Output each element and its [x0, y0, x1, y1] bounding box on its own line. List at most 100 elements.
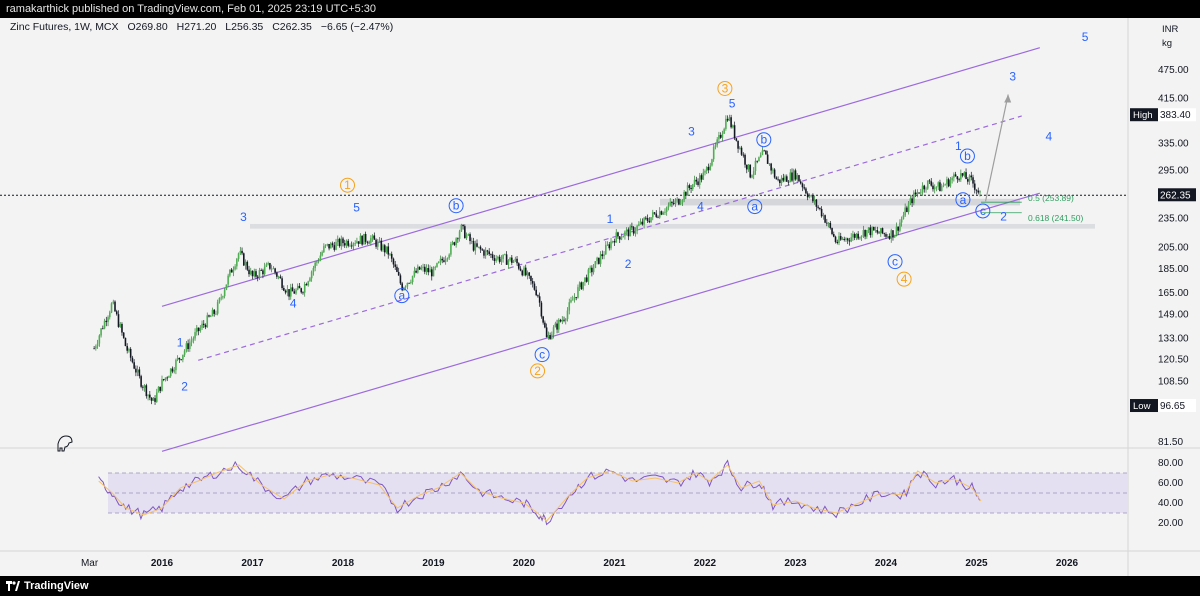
candle-body: [262, 270, 264, 275]
wave-label: 4: [901, 272, 908, 286]
candle-body: [754, 160, 757, 171]
candle-body: [932, 185, 934, 190]
candle-body: [638, 224, 640, 226]
candle-body: [881, 228, 884, 234]
candle-body: [464, 226, 466, 239]
candle-body: [832, 234, 835, 237]
candle-body: [817, 206, 819, 208]
candle-body: [620, 237, 623, 240]
candle-body: [122, 332, 125, 338]
rsi-ma-line: [98, 464, 982, 522]
candle-body: [143, 385, 146, 388]
candle-body: [756, 160, 759, 162]
candle-body: [451, 242, 454, 245]
candle-body: [714, 145, 717, 147]
candle-body: [321, 252, 323, 256]
candle-body: [660, 211, 663, 215]
candle-body: [657, 216, 659, 218]
candle-body: [168, 376, 170, 378]
candle-body: [189, 342, 191, 350]
candle-body: [705, 166, 708, 171]
candle-body: [364, 233, 367, 242]
rsi-tick-label: 40.00: [1158, 498, 1183, 509]
candle-body: [893, 235, 896, 238]
candle-body: [594, 261, 597, 268]
candle-body: [906, 207, 908, 212]
candle-body: [852, 234, 854, 238]
candle-body: [979, 190, 981, 193]
price-tick-label: 475.00: [1158, 65, 1189, 76]
candle-body: [796, 175, 799, 180]
wave-label-circle: [394, 288, 410, 304]
publisher-bar: ramakarthick published on TradingView.co…: [0, 0, 1200, 18]
candle-body: [973, 183, 976, 190]
candle-body: [183, 350, 186, 355]
candle-body: [126, 346, 128, 351]
legend-low: L256.35: [225, 21, 264, 33]
candle-body: [161, 379, 163, 391]
candle-body: [629, 226, 631, 237]
price-unit-bottom: kg: [1162, 38, 1172, 49]
price-tick-label: 81.50: [1158, 437, 1183, 448]
candle-body: [517, 263, 520, 269]
candle-body: [674, 200, 677, 204]
high-tag-value-bg: [1158, 108, 1196, 122]
candle-body: [232, 269, 235, 273]
candle-body: [190, 340, 193, 343]
candle-body: [342, 238, 344, 244]
tradingview-logo-icon: [6, 581, 20, 591]
low-tag-value-bg: [1158, 399, 1196, 413]
candle-body: [267, 263, 269, 265]
candle-body: [930, 181, 933, 186]
high-tag-label-bg: [1130, 108, 1158, 122]
wave-label-circle: [896, 271, 912, 287]
candle-body: [276, 272, 278, 277]
candle-body: [933, 187, 936, 190]
candle-body: [676, 198, 678, 201]
candle-body: [284, 290, 287, 293]
candle-body: [610, 241, 612, 249]
candle-body: [733, 125, 736, 139]
candle-body: [824, 215, 826, 223]
candle-body: [942, 185, 945, 187]
candle-body: [380, 240, 383, 251]
candle-body: [540, 302, 543, 317]
candle-body: [511, 257, 513, 263]
candle-body: [564, 319, 567, 321]
candle-body: [272, 268, 275, 270]
candle-body: [716, 139, 718, 146]
wave-label-circle: [955, 192, 971, 208]
candle-body: [598, 257, 600, 264]
candle-body: [413, 270, 416, 276]
candle-body: [739, 147, 741, 149]
wave-label: 2: [1000, 209, 1007, 223]
candle-body: [937, 182, 940, 187]
candle-body: [129, 348, 132, 358]
chart-area[interactable]: 0.5 (253.89) 0.618 (241.50) 1 2 3 4 5 1 a b c 2 1 2 3 4…: [0, 18, 1200, 576]
candle-body: [481, 249, 484, 251]
candle-body: [462, 224, 464, 227]
candle-body: [709, 165, 712, 171]
candle-body: [966, 179, 969, 182]
candle-body: [314, 262, 316, 269]
candle-body: [839, 236, 842, 240]
price-chart[interactable]: 0.5 (253.89)0.618 (241.50)123451abc21234…: [0, 18, 1200, 576]
candle-body: [653, 212, 656, 214]
candle-body: [354, 243, 356, 245]
candle-body: [885, 234, 887, 237]
candle-body: [737, 140, 739, 149]
candle-body: [805, 188, 807, 194]
candle-body: [899, 222, 901, 231]
candle-body: [465, 235, 468, 239]
candle-body: [448, 254, 450, 259]
footer-brand: TradingView: [24, 580, 89, 592]
candle-body: [239, 250, 242, 254]
candle-body: [108, 312, 111, 318]
price-tick-label: 149.00: [1158, 310, 1189, 321]
price-unit-top: INR: [1162, 24, 1179, 35]
candle-body: [526, 272, 529, 276]
candle-body: [230, 269, 233, 273]
candle-body: [335, 242, 337, 250]
candle-body: [470, 240, 473, 242]
candle-body: [436, 263, 438, 267]
